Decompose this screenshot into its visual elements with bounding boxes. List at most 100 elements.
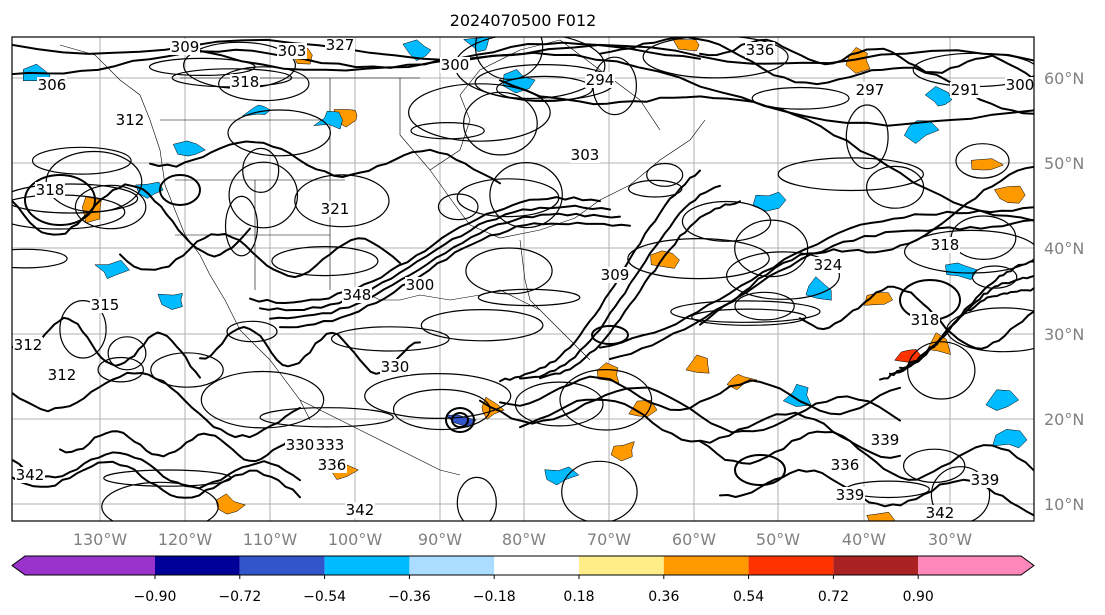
- contour-line: [889, 274, 1034, 377]
- colorbar-segment: [239, 556, 325, 575]
- longitude-label: 80°W: [502, 530, 546, 549]
- contour-label: 318: [911, 311, 940, 329]
- contour-label: 318: [931, 236, 960, 254]
- minor-contour: [903, 448, 966, 483]
- minor-contour: [946, 307, 1034, 353]
- shaded-patch: [157, 292, 183, 310]
- minor-contour: [907, 341, 976, 400]
- longitude-label: 70°W: [587, 530, 631, 549]
- contour-label-bg: [830, 457, 860, 473]
- contour-line: [599, 206, 1034, 349]
- contour-line: [12, 316, 201, 379]
- contour-label-bg: [910, 312, 940, 328]
- contour-label: 342: [346, 501, 375, 519]
- contour-label: 315: [91, 296, 120, 314]
- minor-contour: [31, 146, 132, 175]
- longitude-label: 50°W: [756, 530, 800, 549]
- contour-label-bg: [870, 432, 900, 448]
- minor-contour: [294, 174, 390, 228]
- minor-contour: [101, 481, 219, 521]
- contour-label-bg: [813, 257, 843, 273]
- longitude-label: 30°W: [928, 530, 972, 549]
- shaded-patch: [241, 104, 271, 117]
- contour-label-bg: [47, 367, 77, 383]
- contour-label: 330: [381, 358, 410, 376]
- minor-contour: [59, 299, 107, 359]
- colorbar-tick-label: −0.18: [473, 589, 516, 605]
- longitude-labels: 130°W 120°W 110°W 100°W 90°W 80°W 70°W 60°W 50°W…: [73, 530, 972, 549]
- shaded-patch: [94, 259, 130, 279]
- minor-contour: [392, 388, 491, 431]
- contour-line: [249, 196, 601, 304]
- minor-contour: [477, 288, 581, 307]
- minor-contour: [681, 200, 772, 242]
- contour-line: [59, 430, 291, 463]
- contour-line: [699, 430, 1034, 481]
- contour-label: 327: [326, 36, 355, 54]
- minor-contour: [259, 407, 394, 428]
- shaded-patch: [135, 181, 164, 199]
- shaded-patch: [752, 191, 787, 212]
- colorbar-extend-low: [12, 556, 25, 575]
- contour-line: [119, 233, 401, 279]
- contour-line: [699, 165, 1034, 326]
- longitude-label: 40°W: [842, 530, 886, 549]
- minor-contour: [734, 291, 795, 321]
- minor-contour: [514, 381, 604, 427]
- contour-line: [499, 169, 701, 383]
- contour-label: 306: [38, 76, 67, 94]
- minor-contour: [559, 368, 653, 431]
- shaded-patch: [866, 511, 895, 521]
- shaded-patch: [945, 262, 978, 280]
- minor-contour: [971, 265, 1018, 289]
- contour-label-bg: [90, 297, 120, 313]
- contour-label-bg: [345, 502, 375, 518]
- closed-contour: [451, 412, 469, 428]
- contour-label-bg: [37, 77, 67, 93]
- contour-line: [899, 287, 1034, 370]
- colorbar-segment: [918, 556, 1021, 575]
- minor-contour: [407, 83, 551, 142]
- minor-contour: [561, 460, 638, 521]
- minor-contour: [642, 37, 789, 79]
- contour-label-bg: [170, 39, 200, 55]
- contour-label-bg: [13, 337, 43, 353]
- contour-label: 348: [343, 286, 372, 304]
- colorbar-tick-label: 0.72: [818, 589, 849, 605]
- contour-line: [799, 285, 1034, 350]
- contour-line: [199, 49, 1034, 127]
- map-panel: 309 3033183003063123183213483153123123303…: [11, 36, 1035, 522]
- contour-line: [499, 375, 901, 416]
- shaded-patch: [610, 441, 635, 462]
- longitude-label: 100°W: [328, 530, 383, 549]
- latitude-label: 10°N: [1044, 495, 1084, 514]
- contour-label-bg: [285, 437, 315, 453]
- colorbar-segment: [748, 556, 834, 575]
- contour-label-bg: [15, 467, 45, 483]
- latitude-label: 40°N: [1044, 239, 1084, 258]
- contour-label-bg: [440, 57, 470, 73]
- minor-contour: [489, 162, 563, 229]
- contour-label: 300: [1006, 76, 1035, 94]
- minor-contour: [45, 150, 143, 213]
- colorbar-segment: [25, 556, 155, 575]
- colorbar-tick-label: −0.72: [218, 589, 261, 605]
- contour-label-bg: [950, 82, 980, 98]
- contour-label: 324: [814, 256, 843, 274]
- closed-contour: [734, 454, 786, 486]
- contour-label: 300: [406, 276, 435, 294]
- minor-contour: [437, 193, 479, 221]
- contour-label: 342: [926, 504, 955, 522]
- minor-contour: [456, 476, 497, 521]
- shaded-patch: [805, 276, 832, 301]
- minor-contour: [218, 66, 310, 102]
- shaded-patch: [172, 140, 206, 157]
- contour-line: [149, 140, 501, 185]
- contour-label-bg: [925, 505, 955, 521]
- contour-label: 336: [746, 41, 775, 59]
- contour-label-bg: [405, 277, 435, 293]
- minor-contour: [107, 336, 147, 371]
- minor-contour: [227, 109, 332, 157]
- contour-label: 318: [231, 73, 260, 91]
- contour-label-bg: [835, 487, 865, 503]
